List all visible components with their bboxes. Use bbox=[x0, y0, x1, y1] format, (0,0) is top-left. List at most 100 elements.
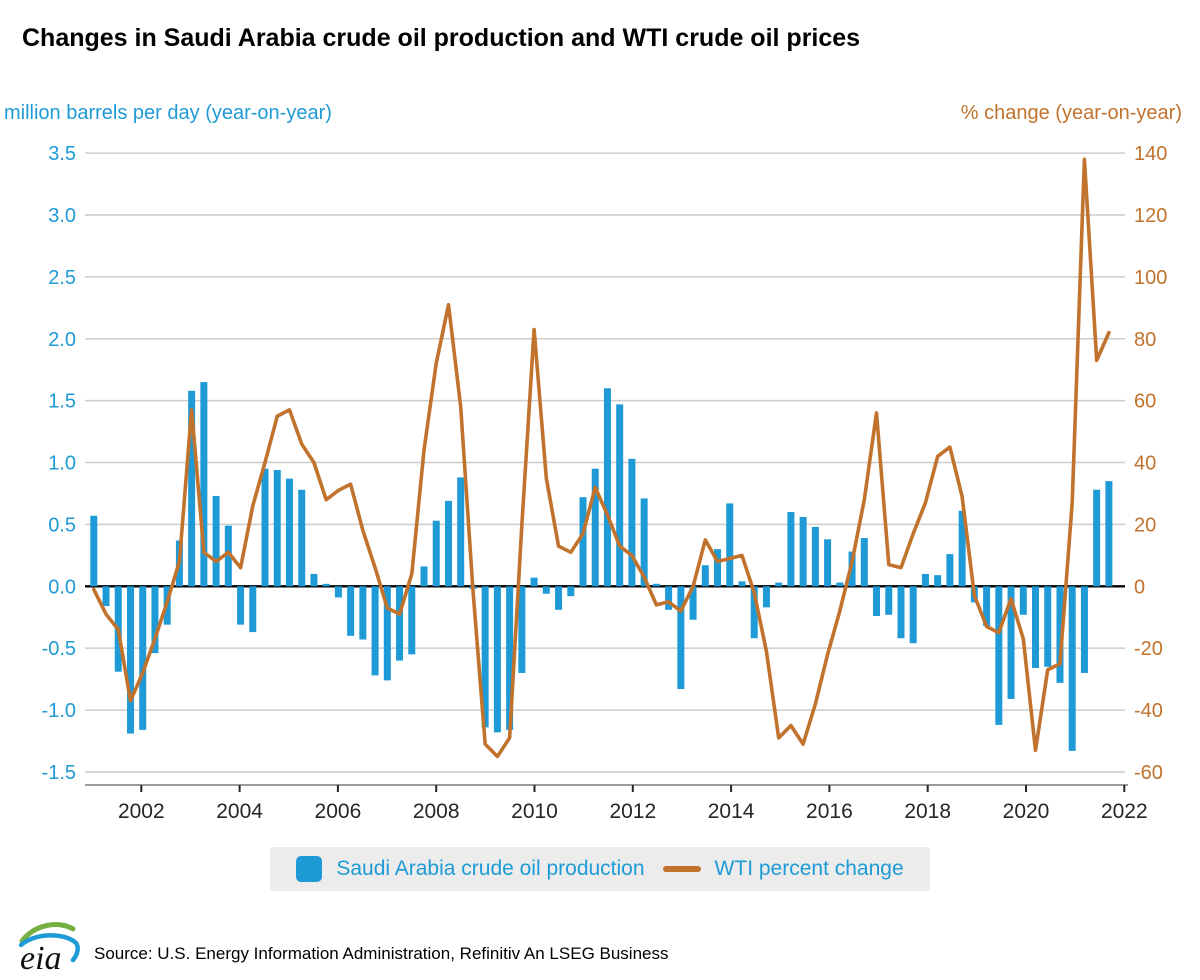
x-tick-label: 2020 bbox=[1003, 800, 1050, 823]
production-bar bbox=[921, 573, 929, 587]
right-axis-tick-label: 80 bbox=[1134, 329, 1156, 351]
production-bar bbox=[677, 586, 685, 690]
x-tick-label: 2012 bbox=[609, 800, 656, 823]
production-bar bbox=[603, 388, 611, 587]
production-bar bbox=[383, 586, 391, 681]
left-axis-tick-label: 0.0 bbox=[48, 576, 76, 598]
right-axis-tick-label: 120 bbox=[1134, 205, 1167, 227]
chart-title: Changes in Saudi Arabia crude oil produc… bbox=[22, 24, 861, 52]
production-bar bbox=[799, 516, 807, 587]
production-bar bbox=[322, 583, 330, 587]
production-bar bbox=[983, 586, 991, 626]
production-bar bbox=[628, 458, 636, 587]
right-axis-tick-label: 60 bbox=[1134, 391, 1156, 413]
right-axis-tick-label: 20 bbox=[1134, 514, 1156, 536]
production-bar bbox=[714, 549, 722, 587]
right-axis-tick-label: 140 bbox=[1134, 143, 1167, 165]
production-bar bbox=[726, 503, 734, 587]
production-bar bbox=[371, 586, 379, 676]
production-bar bbox=[787, 512, 795, 587]
production-bar bbox=[90, 515, 98, 587]
production-bar bbox=[1032, 586, 1040, 668]
production-bar bbox=[824, 539, 832, 587]
production-bar bbox=[811, 526, 819, 587]
production-bar bbox=[481, 586, 489, 728]
production-bar bbox=[579, 497, 587, 587]
production-bar bbox=[285, 478, 293, 587]
production-bar bbox=[836, 582, 844, 587]
left-axis-tick-label: 3.0 bbox=[48, 205, 76, 227]
production-bar bbox=[616, 404, 624, 587]
legend-wrap: Saudi Arabia crude oil production WTI pe… bbox=[0, 847, 1200, 891]
wti-legend-label: WTI percent change bbox=[714, 857, 904, 880]
eia-logo: eia bbox=[18, 922, 80, 976]
x-tick-label: 2014 bbox=[708, 800, 755, 823]
production-bar bbox=[200, 382, 208, 587]
production-bar bbox=[493, 586, 501, 733]
left-axis-tick-label: 0.5 bbox=[48, 514, 76, 536]
left-axis-tick-label: -1.0 bbox=[42, 700, 76, 722]
production-bar bbox=[1056, 586, 1064, 683]
production-bar bbox=[126, 586, 134, 734]
left-axis-tick-label: 2.5 bbox=[48, 267, 76, 289]
left-axis-tick-label: 1.0 bbox=[48, 453, 76, 475]
x-tick-label: 2016 bbox=[806, 800, 853, 823]
production-bar bbox=[212, 495, 220, 587]
production-bar bbox=[139, 586, 147, 730]
eia-logo-blue-swoosh bbox=[18, 933, 80, 963]
left-axis-tick-label: 2.0 bbox=[48, 329, 76, 351]
legend: Saudi Arabia crude oil production WTI pe… bbox=[270, 847, 930, 891]
left-axis-tick-label: 3.5 bbox=[48, 143, 76, 165]
production-bar bbox=[261, 468, 269, 587]
x-tick-label: 2010 bbox=[511, 800, 558, 823]
production-bar bbox=[762, 586, 770, 608]
production-bar bbox=[1105, 481, 1113, 587]
production-bar bbox=[555, 586, 563, 610]
x-tick-label: 2008 bbox=[413, 800, 460, 823]
production-bar bbox=[897, 586, 905, 639]
left-axis-tick-label: 1.5 bbox=[48, 391, 76, 413]
right-axis-unit-label: % change (year-on-year) bbox=[960, 102, 1182, 124]
left-axis-tick-label: -1.5 bbox=[42, 762, 76, 784]
production-bar bbox=[518, 586, 526, 673]
production-bar bbox=[1080, 586, 1088, 673]
production-bar bbox=[249, 586, 257, 633]
production-bar bbox=[298, 489, 306, 587]
production-bar bbox=[652, 583, 660, 587]
axis-units-row: million barrels per day (year-on-year) %… bbox=[4, 102, 1182, 125]
x-tick-label: 2002 bbox=[118, 800, 165, 823]
wti-line bbox=[92, 157, 1111, 759]
production-bar bbox=[750, 586, 758, 639]
production-bar bbox=[885, 586, 893, 615]
production-bar bbox=[640, 498, 648, 587]
production-bar bbox=[1019, 586, 1027, 615]
production-bar bbox=[1093, 489, 1101, 587]
right-axis-tick-label: -40 bbox=[1134, 700, 1163, 722]
production-bar bbox=[530, 577, 538, 587]
right-axis-tick-label: -60 bbox=[1134, 762, 1163, 784]
production-bar bbox=[102, 586, 110, 607]
production-bar bbox=[432, 520, 440, 587]
production-bar bbox=[934, 575, 942, 587]
production-bar bbox=[542, 586, 550, 594]
production-legend-swatch bbox=[296, 856, 323, 882]
footer: eia Source: U.S. Energy Information Admi… bbox=[16, 916, 1184, 976]
x-tick-label: 2004 bbox=[216, 800, 263, 823]
production-bar bbox=[1068, 586, 1076, 751]
right-axis-tick-label: 40 bbox=[1134, 453, 1156, 475]
x-tick-label: 2006 bbox=[315, 800, 362, 823]
production-bar bbox=[224, 525, 232, 587]
production-bar bbox=[701, 565, 709, 587]
production-bar bbox=[591, 468, 599, 587]
wti-legend-swatch bbox=[662, 866, 701, 872]
eia-logo-text: eia bbox=[20, 940, 62, 976]
eia-logo-green-swoosh bbox=[19, 922, 76, 944]
production-bar bbox=[1007, 586, 1015, 699]
production-bar bbox=[396, 586, 404, 661]
production-bar bbox=[909, 586, 917, 644]
production-bar bbox=[995, 586, 1003, 725]
production-bar bbox=[273, 469, 281, 587]
left-axis-unit-label: million barrels per day (year-on-year) bbox=[4, 102, 332, 124]
production-bar bbox=[665, 586, 673, 610]
